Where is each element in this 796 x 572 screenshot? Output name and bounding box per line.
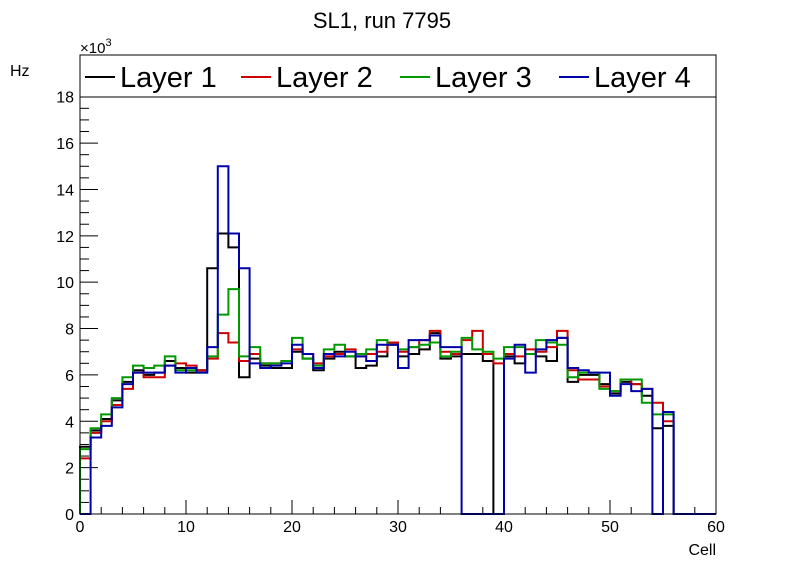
x-tick-label: 30 [389,519,407,536]
legend-box [79,54,717,98]
x-axis-label: Cell [688,542,716,559]
x-tick-label: 60 [707,519,725,536]
y-exponent-base: ×10 [80,40,105,57]
x-tick-label: 0 [76,519,85,536]
legend-label-layer-3: Layer 3 [435,62,532,94]
y-tick-label: 6 [65,368,74,385]
y-tick-label: 0 [65,507,74,524]
legend-label-layer-1: Layer 1 [120,62,217,94]
x-tick-label: 40 [495,519,513,536]
y-tick-label: 18 [56,90,74,107]
y-axis-label: Hz [10,63,30,80]
y-tick-label: 8 [65,322,74,339]
series-line-layer-4 [80,165,716,515]
y-tick-label: 10 [56,275,74,292]
series-line-layer-3 [79,288,716,515]
y-tick-label: 2 [65,461,74,478]
y-axis-exponent: ×103 [80,37,112,57]
x-tick-label: 20 [283,519,301,536]
y-tick-label: 4 [65,414,74,431]
x-tick-label: 50 [601,519,619,536]
x-tick-label: 10 [177,519,195,536]
y-tick-label: 14 [56,182,74,199]
legend-label-layer-4: Layer 4 [594,62,691,94]
chart-title: SL1, run 7795 [313,8,451,33]
legend-label-layer-2: Layer 2 [276,62,373,94]
series-layer [79,165,716,515]
y-tick-label: 16 [56,136,74,153]
y-exponent-power: 3 [105,37,111,49]
y-tick-label: 12 [56,229,74,246]
legend: Layer 1 Layer 2 Layer 3 Layer 4 [79,54,717,98]
axis-tick-labels: 0 10 20 30 40 50 60 0 2 4 6 8 10 12 14 16 18 [56,90,725,536]
